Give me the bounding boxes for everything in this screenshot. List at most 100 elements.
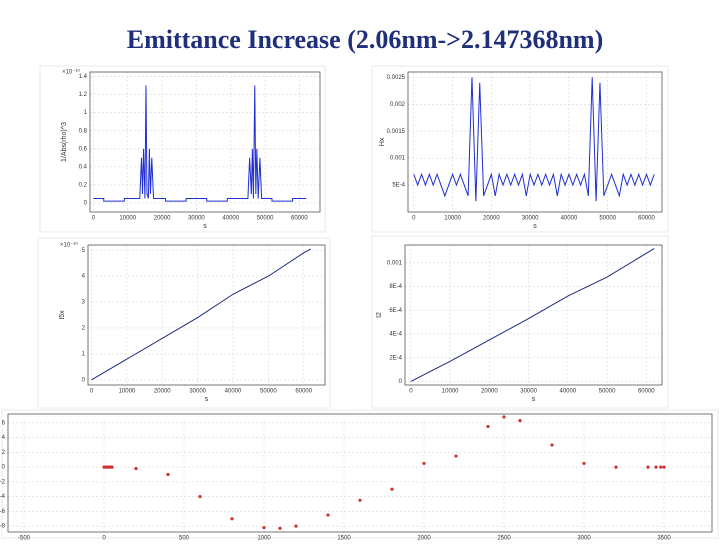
x-tick-label: 50000 xyxy=(599,216,616,222)
y-tick-label: 2E-4 xyxy=(389,355,402,361)
y-tick-label: 0 xyxy=(82,377,86,383)
x-tick-label: 50000 xyxy=(260,389,277,395)
x-tick-label: 20000 xyxy=(154,216,171,222)
data-point xyxy=(278,526,282,530)
y-tick-label: 4 xyxy=(2,435,6,441)
x-tick-label: 50000 xyxy=(257,216,274,222)
data-line xyxy=(410,248,655,382)
data-point xyxy=(358,498,362,502)
y-axis-label: Hx xyxy=(379,137,386,146)
plot-frame xyxy=(407,71,663,213)
y-tick-label: 0.6 xyxy=(79,146,88,152)
x-tick-label: 0 xyxy=(92,216,96,222)
y-tick-label: 0.002 xyxy=(390,102,406,108)
y-tick-label: 6 xyxy=(2,420,6,426)
x-tick-label: 1000 xyxy=(257,536,271,540)
data-point xyxy=(518,419,522,423)
y-tick-label: 4E-4 xyxy=(389,332,402,338)
x-tick-label: 30000 xyxy=(188,216,205,222)
y-axis-label: 1/Abs(rho)^3 xyxy=(61,122,68,162)
plot-frame xyxy=(404,244,663,386)
y-tick-label: 0.001 xyxy=(387,260,403,266)
data-point xyxy=(454,454,458,458)
x-tick-label: 10000 xyxy=(442,389,459,395)
y-tick-label: 1.2 xyxy=(79,92,88,98)
x-tick-label: 500 xyxy=(179,536,190,540)
x-tick-label: 40000 xyxy=(222,216,239,222)
x-tick-label: 40000 xyxy=(559,389,576,395)
x-tick-label: 50000 xyxy=(599,389,616,395)
x-axis-label: s xyxy=(203,223,207,230)
x-tick-label: -500 xyxy=(18,536,31,540)
data-point xyxy=(550,443,554,447)
x-tick-label: 40000 xyxy=(225,389,242,395)
y-tick-label: 1.4 xyxy=(79,74,88,80)
data-point xyxy=(502,415,506,419)
data-point xyxy=(294,524,298,528)
plot-frame xyxy=(7,413,713,533)
y-tick-label: -4 xyxy=(0,494,6,500)
data-point xyxy=(486,424,490,429)
y-tick-label: 3 xyxy=(82,300,86,306)
y-exponent: ×10⁻¹⁰ xyxy=(60,242,78,249)
data-point xyxy=(422,461,426,466)
data-point xyxy=(390,487,394,491)
data-point xyxy=(134,466,138,471)
x-tick-label: 10000 xyxy=(119,389,136,395)
y-tick-label: 1 xyxy=(82,351,86,357)
data-point xyxy=(166,472,170,477)
y-axis-label: I5x xyxy=(59,310,66,320)
slide-title: Emittance Increase (2.06nm->2.147368nm) xyxy=(127,25,604,54)
x-tick-label: 2000 xyxy=(417,536,431,540)
x-tick-label: 20000 xyxy=(481,389,498,395)
x-tick-label: 20000 xyxy=(483,216,500,222)
y-axis-label: I2 xyxy=(376,312,383,318)
y-tick-label: -6 xyxy=(0,509,6,515)
y-tick-label: -8 xyxy=(0,524,6,530)
y-tick-label: 0.0015 xyxy=(387,129,406,135)
data-point xyxy=(110,465,114,469)
x-tick-label: 40000 xyxy=(561,216,578,222)
y-tick-label: 0.0025 xyxy=(387,75,406,81)
data-point xyxy=(582,461,586,466)
x-axis-label: s xyxy=(205,396,209,403)
x-tick-label: 60000 xyxy=(638,216,655,222)
plot-panel xyxy=(1,409,719,539)
data-line xyxy=(91,248,312,381)
y-tick-label: 0.2 xyxy=(79,182,88,188)
data-point xyxy=(198,495,202,499)
x-tick-label: 60000 xyxy=(295,389,312,395)
plot-frame xyxy=(89,71,321,213)
y-tick-label: 1 xyxy=(84,110,88,116)
y-tick-label: -2 xyxy=(0,479,6,485)
x-tick-label: 3000 xyxy=(577,536,591,540)
x-tick-label: 10000 xyxy=(444,216,461,222)
y-tick-label: 8E-4 xyxy=(389,284,402,290)
data-line xyxy=(93,85,307,202)
x-tick-label: 30000 xyxy=(522,216,539,222)
y-tick-label: 2 xyxy=(82,326,86,332)
data-line xyxy=(413,77,655,202)
x-tick-label: 20000 xyxy=(154,389,171,395)
data-point xyxy=(262,525,266,530)
y-tick-label: 5E-4 xyxy=(392,183,405,189)
x-tick-label: 30000 xyxy=(189,389,206,395)
data-point xyxy=(654,465,658,469)
y-tick-label: 2 xyxy=(2,450,6,456)
x-tick-label: 0 xyxy=(409,389,413,395)
x-tick-label: 3500 xyxy=(657,536,671,540)
x-tick-label: 1500 xyxy=(337,536,351,540)
y-tick-label: 0 xyxy=(399,379,403,385)
data-point xyxy=(662,465,666,469)
y-tick-label: 0.4 xyxy=(79,164,88,170)
x-tick-label: 60000 xyxy=(291,216,308,222)
data-point xyxy=(614,465,618,469)
x-tick-label: 0 xyxy=(90,389,94,395)
x-axis-label: s xyxy=(532,396,536,403)
y-tick-label: 0.8 xyxy=(79,128,88,134)
data-point xyxy=(326,513,330,517)
y-tick-label: 0 xyxy=(2,465,6,471)
plot-panel xyxy=(371,65,669,233)
x-tick-label: 10000 xyxy=(119,216,136,222)
